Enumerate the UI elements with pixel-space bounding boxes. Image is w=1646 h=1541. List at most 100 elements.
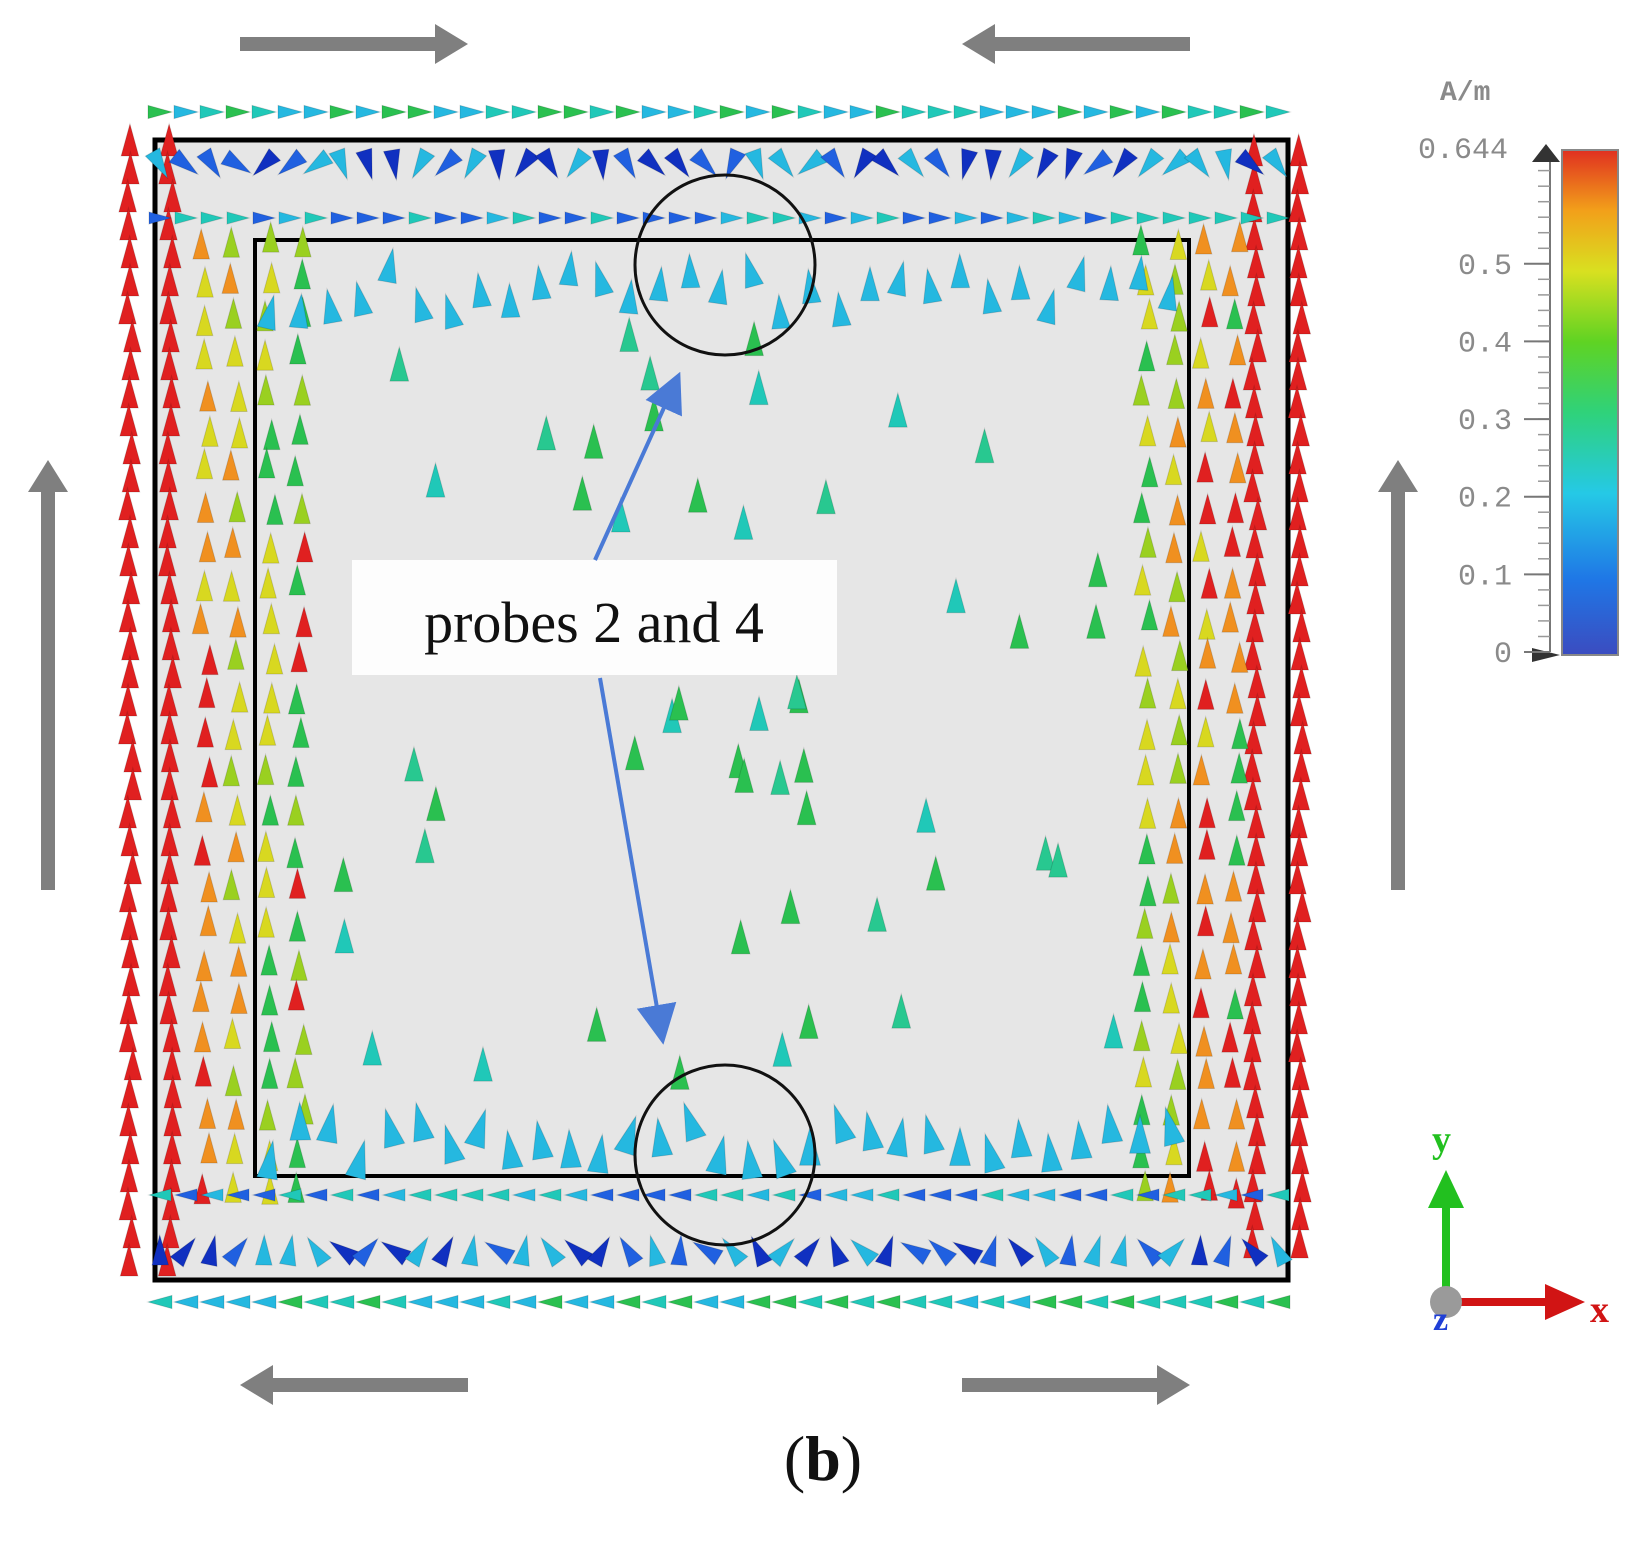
- field-cone: [815, 477, 836, 515]
- field-cone: [1128, 253, 1149, 291]
- field-cone: [226, 211, 251, 225]
- field-cone: [668, 684, 689, 721]
- field-cone: [1086, 602, 1107, 639]
- field-cone: [286, 835, 304, 869]
- field-cone: [1243, 916, 1263, 951]
- field-cone: [793, 1236, 821, 1268]
- field-cone: [1084, 211, 1109, 225]
- field-cone: [730, 918, 751, 955]
- field-cone: [1213, 1188, 1238, 1202]
- field-cone: [1134, 1294, 1161, 1310]
- field-cone: [849, 1188, 874, 1202]
- field-cone: [288, 332, 307, 365]
- field-cone: [1266, 211, 1291, 225]
- field-cone: [1223, 376, 1242, 409]
- field-cone: [293, 225, 312, 258]
- field-cone: [615, 1188, 640, 1202]
- field-cone: [797, 1188, 822, 1202]
- field-cone: [460, 211, 485, 225]
- field-cone: [1196, 677, 1215, 710]
- field-cone: [1010, 263, 1031, 301]
- field-cone: [1099, 264, 1120, 302]
- field-cone: [1140, 598, 1159, 631]
- field-cone: [705, 1133, 727, 1176]
- field-cone: [147, 1188, 172, 1202]
- field-cone: [173, 1188, 198, 1202]
- field-cone: [1244, 384, 1264, 419]
- field-cone: [1289, 1000, 1309, 1035]
- field-cone: [1225, 410, 1244, 444]
- triad-z-label: z: [1433, 1301, 1448, 1338]
- field-cone: [1136, 1237, 1166, 1268]
- field-cone: [900, 1294, 927, 1310]
- field-cone: [191, 601, 210, 635]
- field-cone: [261, 220, 280, 253]
- field-cone: [255, 1138, 278, 1181]
- field-cone: [719, 1188, 744, 1202]
- field-cone: [1213, 104, 1240, 120]
- field-cone: [1290, 1224, 1309, 1259]
- field-cone: [382, 148, 401, 182]
- field-cone: [1082, 1233, 1101, 1268]
- field-cone: [984, 148, 1003, 182]
- field-cone: [572, 474, 593, 511]
- field-cone: [901, 1188, 926, 1202]
- field-cone: [251, 147, 282, 177]
- field-cone: [1247, 1140, 1267, 1175]
- colorbar-tick-labels: 0.5 0.4 0.3 0.2 0.1 0: [1458, 250, 1550, 672]
- field-cone: [303, 104, 330, 120]
- field-cone: [146, 1294, 173, 1310]
- field-cone: [121, 570, 141, 605]
- field-cone: [1136, 211, 1161, 225]
- flow-arrow-left-up: [28, 460, 68, 890]
- annotation-box: [352, 560, 837, 675]
- field-cone: [194, 1054, 213, 1087]
- field-cone: [619, 315, 640, 353]
- field-cone: [276, 148, 308, 176]
- field-cone: [193, 833, 212, 866]
- axes-triad: y x z: [1428, 1119, 1609, 1338]
- field-cone: [564, 211, 589, 225]
- field-cone: [1291, 748, 1311, 783]
- field-cone: [196, 490, 215, 524]
- field-cone: [1101, 1102, 1124, 1145]
- field-cone: [640, 1294, 667, 1310]
- field-cone: [531, 263, 552, 301]
- field-cone: [745, 104, 772, 120]
- field-cone: [1082, 148, 1114, 176]
- field-cone: [377, 246, 397, 285]
- field-cone: [1287, 384, 1307, 419]
- field-cone: [200, 642, 219, 676]
- field-cone: [1244, 720, 1264, 755]
- field-cone: [198, 1096, 217, 1130]
- field-cone: [952, 1294, 979, 1310]
- field-cone: [158, 290, 178, 325]
- field-cone: [407, 1188, 432, 1202]
- field-cone: [380, 1294, 407, 1310]
- field-cone: [586, 1235, 611, 1268]
- field-cone: [1221, 264, 1240, 297]
- field-cone: [161, 626, 181, 661]
- field-cone: [118, 682, 138, 717]
- field-cone: [1132, 223, 1150, 256]
- field-cone: [563, 1238, 594, 1267]
- field-cone: [286, 1055, 305, 1089]
- triad-y-arrowhead: [1428, 1170, 1464, 1208]
- field-cone: [1192, 985, 1210, 1019]
- field-cone: [120, 262, 140, 297]
- field-cone: [876, 211, 901, 225]
- field-cone: [403, 745, 424, 782]
- field-cone: [1199, 258, 1218, 291]
- field-cone: [719, 104, 746, 120]
- field-cone: [1214, 211, 1239, 225]
- field-cone: [1289, 1112, 1309, 1147]
- field-cone: [500, 281, 521, 319]
- field-cone: [288, 1135, 307, 1169]
- field-cone: [1246, 860, 1266, 895]
- field-cone: [923, 1112, 946, 1155]
- flow-arrow-top-right: [240, 24, 468, 64]
- field-cone: [1291, 776, 1311, 811]
- field-cone: [1036, 287, 1056, 326]
- colorbar-tick-label: 0.2: [1458, 483, 1512, 517]
- field-cone: [692, 1294, 719, 1310]
